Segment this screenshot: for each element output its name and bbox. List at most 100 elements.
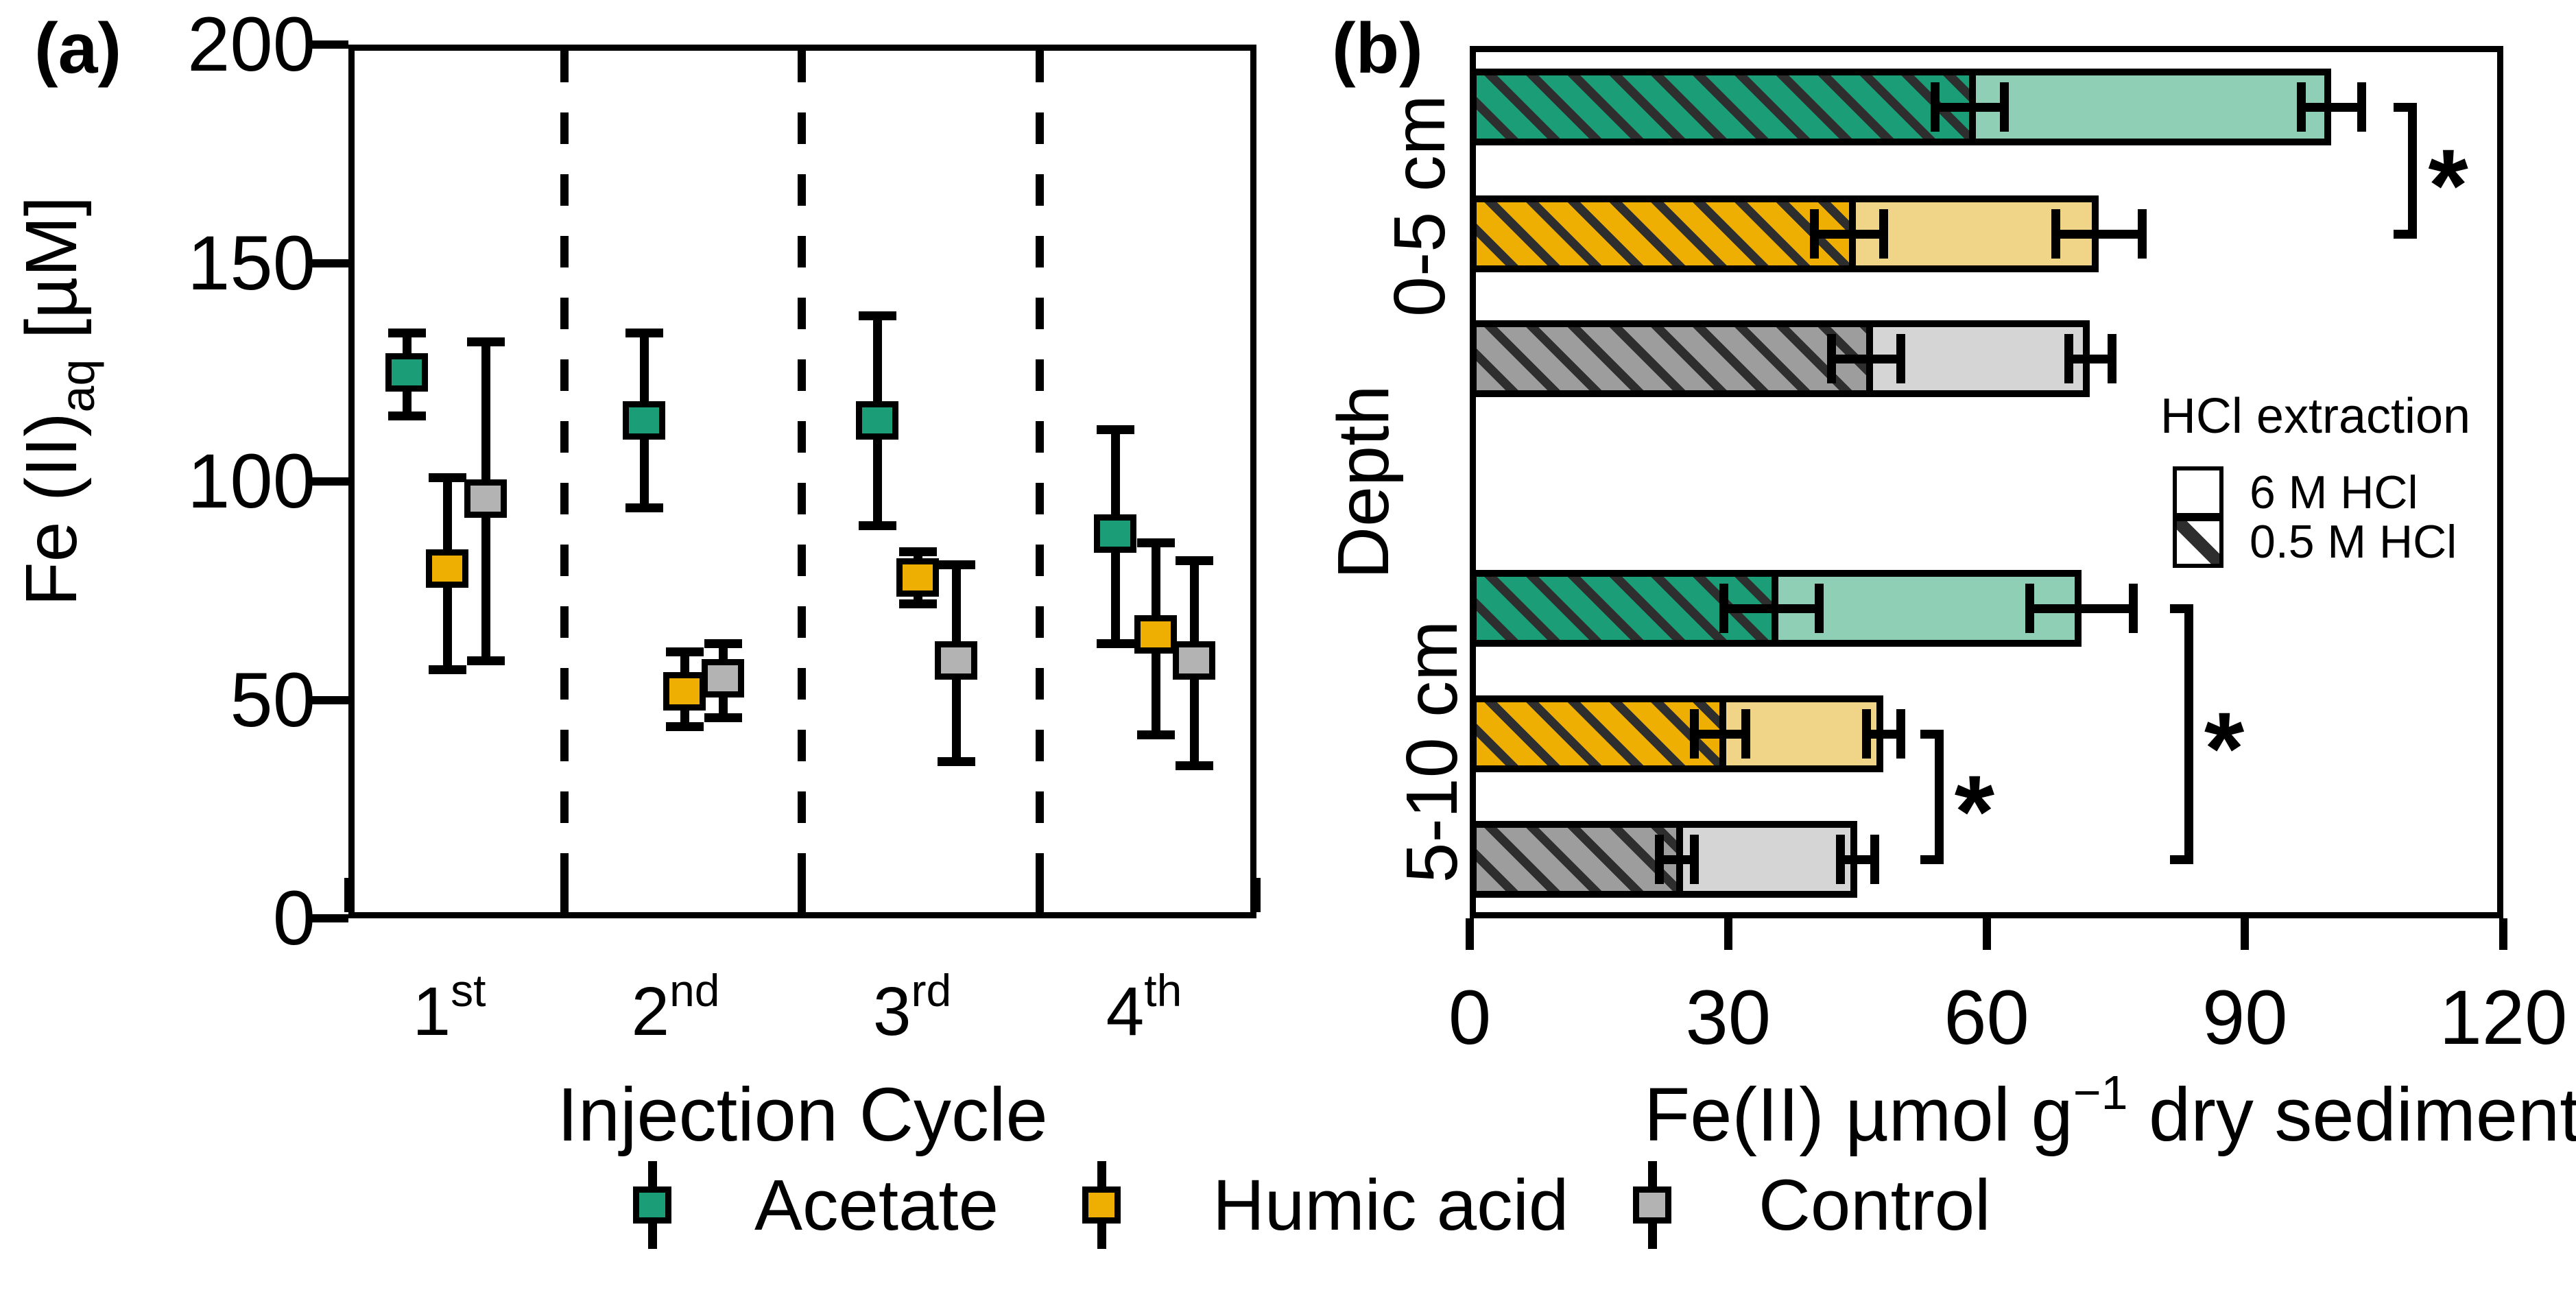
significance-bracket bbox=[1920, 730, 1944, 864]
cycle-separator-line bbox=[560, 51, 569, 912]
x-axis-tick bbox=[1036, 878, 1044, 912]
error-bar-cap-right bbox=[1896, 334, 1905, 383]
x-axis-tick-label: 90 bbox=[2202, 975, 2288, 1060]
panel-a-y-axis-title: Fe (II)aq [µM] bbox=[11, 58, 104, 744]
error-bar-line bbox=[1814, 230, 1883, 239]
error-bar-cap-bottom bbox=[899, 599, 937, 609]
error-bar-cap-left bbox=[1689, 709, 1699, 759]
category-superscript: rd bbox=[911, 965, 952, 1016]
category-base: 3 bbox=[872, 973, 911, 1050]
y-axis-tick-label: 50 bbox=[230, 656, 315, 743]
bar-control bbox=[1470, 320, 2090, 397]
category-superscript: st bbox=[451, 965, 486, 1016]
panel-b-group-label-5-10cm: 5-10 cm bbox=[1392, 620, 1472, 883]
data-point bbox=[1173, 641, 1215, 680]
data-point bbox=[464, 479, 507, 518]
error-bar-cap-bottom bbox=[388, 412, 426, 421]
error-bar-line bbox=[1831, 355, 1900, 363]
x-title-pre: Fe(II) µmol g bbox=[1644, 1073, 2073, 1157]
error-bar-cap-bottom bbox=[429, 665, 466, 674]
bar-humic-acid bbox=[1470, 695, 1883, 772]
error-bar-cap-bottom bbox=[467, 656, 505, 666]
bar-humic-acid bbox=[1470, 195, 2099, 272]
error-bar-cap-right bbox=[2107, 334, 2116, 383]
hcl-legend-swatch-6m bbox=[2173, 466, 2223, 517]
data-point bbox=[856, 401, 898, 440]
error-bar-cap-left bbox=[1810, 209, 1820, 259]
x-axis-tick-label: 120 bbox=[2439, 975, 2568, 1060]
bar-hatched-segment bbox=[1470, 695, 1727, 772]
error-bar-cap-top bbox=[899, 547, 937, 556]
error-bar-cap-left bbox=[2051, 209, 2060, 259]
error-bar-cap-bottom bbox=[859, 521, 896, 530]
significance-bracket bbox=[2169, 604, 2193, 864]
error-bar-cap-right bbox=[2357, 82, 2366, 132]
error-bar-cap-top bbox=[429, 473, 466, 482]
error-bar-cap-bottom bbox=[1137, 730, 1175, 740]
y-title-sub: aq bbox=[51, 359, 104, 413]
error-bar-cap-left bbox=[1827, 334, 1837, 383]
legend-label-acetate: Acetate bbox=[754, 1165, 999, 1245]
x-axis-tick bbox=[798, 878, 806, 912]
error-bar-line bbox=[2055, 230, 2142, 239]
hcl-legend-title: HCl extraction bbox=[2160, 389, 2471, 444]
cycle-separator-line bbox=[1036, 51, 1044, 912]
legend-label-humic-acid: Humic acid bbox=[1213, 1165, 1569, 1245]
data-point bbox=[623, 401, 665, 440]
x-axis-tick-label: 30 bbox=[1685, 975, 1772, 1060]
error-bar-line bbox=[1659, 855, 1694, 864]
error-bar-cap-right bbox=[1896, 709, 1905, 759]
error-bar-cap-right bbox=[1879, 209, 1888, 259]
error-bar-cap-top bbox=[666, 647, 704, 657]
error-bar-cap-left bbox=[1931, 82, 1940, 132]
legend-symbol-square bbox=[633, 1186, 671, 1224]
data-point bbox=[385, 353, 428, 392]
significance-asterisk: * bbox=[1954, 753, 1995, 869]
error-bar-cap-top bbox=[625, 329, 663, 338]
hcl-legend-label-05m: 0.5 M HCl bbox=[2250, 516, 2457, 568]
x-axis-tick bbox=[1982, 918, 1991, 950]
hcl-legend-label-6m: 6 M HCl bbox=[2250, 466, 2418, 518]
x-axis-tick bbox=[1252, 878, 1261, 912]
error-bar-cap-top bbox=[859, 311, 896, 320]
cycle-separator-line bbox=[798, 51, 806, 912]
y-axis-tick-label: 200 bbox=[187, 1, 315, 87]
y-axis-tick bbox=[311, 914, 348, 922]
significance-bracket bbox=[2394, 103, 2418, 239]
data-point bbox=[426, 549, 468, 588]
x-axis-tick-label: 0 bbox=[1448, 975, 1492, 1060]
error-bar-cap-right bbox=[2128, 584, 2138, 633]
error-bar-cap-bottom bbox=[666, 721, 704, 731]
y-axis-tick bbox=[311, 259, 348, 267]
error-bar-cap-right bbox=[1870, 835, 1880, 884]
legend-symbol-square bbox=[1082, 1186, 1121, 1224]
x-title-post: dry sediment bbox=[2127, 1073, 2576, 1157]
error-bar-cap-right bbox=[2137, 209, 2147, 259]
x-axis-tick bbox=[1466, 918, 1474, 950]
error-bar-cap-right bbox=[1689, 835, 1699, 884]
data-point bbox=[935, 641, 977, 680]
error-bar-cap-bottom bbox=[704, 713, 742, 722]
error-bar-cap-bottom bbox=[1176, 761, 1213, 771]
category-superscript: th bbox=[1144, 965, 1182, 1016]
significance-asterisk: * bbox=[2428, 127, 2468, 243]
error-bar-line bbox=[1935, 103, 2004, 112]
error-bar-cap-bottom bbox=[625, 503, 663, 513]
data-point bbox=[896, 558, 939, 597]
error-bar-line bbox=[2029, 604, 2133, 613]
y-axis-tick bbox=[311, 40, 348, 49]
category-base: 4 bbox=[1106, 973, 1145, 1050]
data-point bbox=[702, 658, 744, 697]
bar-hatched-segment bbox=[1470, 195, 1856, 272]
x-axis-tick bbox=[1724, 918, 1732, 950]
y-axis-tick-label: 100 bbox=[187, 438, 315, 524]
y-axis-tick-label: 0 bbox=[272, 875, 315, 961]
error-bar-line bbox=[1693, 730, 1745, 739]
error-bar-cap-top bbox=[1176, 556, 1213, 565]
x-axis-tick bbox=[2499, 918, 2507, 950]
x-axis-tick-label: 60 bbox=[1944, 975, 2029, 1060]
y-axis-tick bbox=[311, 695, 348, 704]
error-bar-cap-right bbox=[1741, 709, 1750, 759]
x-axis-tick bbox=[344, 878, 353, 912]
